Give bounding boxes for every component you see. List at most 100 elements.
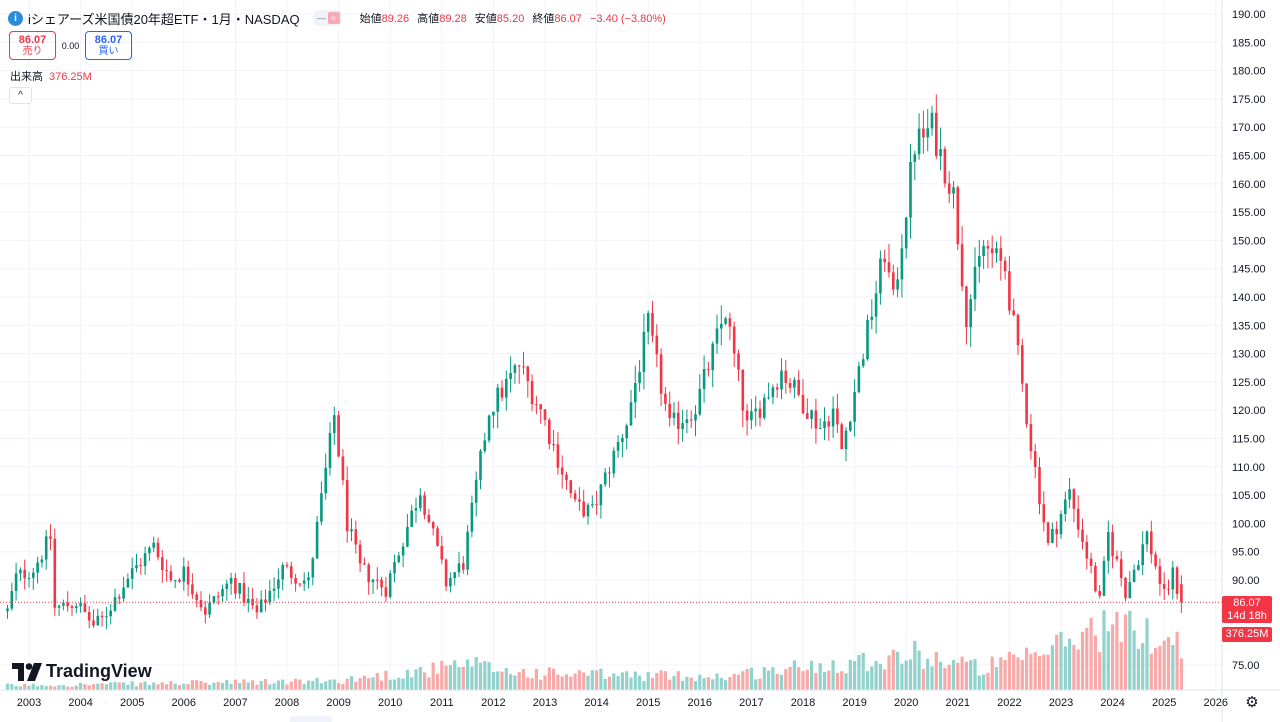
volume-bar bbox=[775, 673, 779, 690]
gear-icon[interactable]: ⚙ bbox=[1245, 694, 1259, 711]
candle-body bbox=[118, 597, 121, 599]
volume-bar bbox=[1089, 617, 1093, 690]
candle-body bbox=[784, 370, 788, 384]
volume-bar bbox=[577, 670, 581, 690]
volume-bar bbox=[345, 678, 349, 690]
candle-body bbox=[156, 542, 160, 558]
volume-bar bbox=[1136, 648, 1140, 690]
candle-body bbox=[14, 573, 18, 592]
volume-bar bbox=[814, 673, 818, 690]
price-tick-label: 130.00 bbox=[1232, 349, 1266, 361]
volume-bar bbox=[371, 677, 375, 690]
time-axis[interactable]: 2003 2004 2005 2006 2007 2008 2009 2010 2011 2012… bbox=[0, 689, 1280, 709]
volume-bar bbox=[444, 665, 448, 690]
candle-body bbox=[763, 397, 766, 418]
price-axis[interactable]: 190.00 185.00 180.00 175.00 170.00 165.00 160.… bbox=[1221, 0, 1266, 722]
volume-bar bbox=[263, 679, 268, 690]
price-tick-label: 120.00 bbox=[1232, 405, 1266, 417]
chart-compare-pill[interactable]: — ≈ bbox=[313, 10, 342, 26]
volume-bar bbox=[513, 675, 517, 690]
candle-body bbox=[522, 366, 525, 368]
candle-body bbox=[677, 412, 680, 430]
candle-body bbox=[960, 244, 964, 287]
candle-body bbox=[298, 583, 302, 585]
volume-bar bbox=[66, 686, 70, 690]
collapse-legend-button[interactable]: ^ bbox=[9, 87, 32, 104]
volume-bar bbox=[1059, 631, 1063, 690]
time-tick-label: 2003 bbox=[17, 697, 41, 709]
candle-body bbox=[367, 564, 370, 583]
volume-bar bbox=[1046, 654, 1050, 690]
volume-bar bbox=[719, 677, 723, 690]
candle-body bbox=[444, 559, 448, 587]
candle-body bbox=[698, 388, 702, 415]
candle-body bbox=[578, 499, 581, 502]
candle-body bbox=[1132, 569, 1136, 583]
candle-body bbox=[109, 610, 112, 617]
volume-bar bbox=[633, 671, 637, 690]
volume-bar bbox=[685, 676, 689, 690]
volume-bar bbox=[169, 681, 173, 690]
time-tick-label: 2012 bbox=[481, 697, 505, 709]
volume-bar bbox=[61, 685, 65, 690]
buy-price: 86.07 bbox=[94, 33, 123, 46]
candle-body bbox=[139, 565, 143, 567]
candle-body bbox=[487, 415, 491, 441]
symbol-title[interactable]: iシェアーズ米国債20年超ETF・1月・NASDAQ bbox=[28, 11, 300, 27]
candle-body bbox=[930, 112, 934, 129]
volume-bar bbox=[526, 677, 530, 690]
candle-body bbox=[290, 566, 293, 579]
candle-body bbox=[552, 444, 555, 446]
volume-bar bbox=[865, 671, 870, 690]
candle-body bbox=[1055, 528, 1058, 535]
candle-body bbox=[1098, 591, 1101, 596]
sell-label: 売り bbox=[22, 45, 43, 57]
candle-body bbox=[986, 245, 990, 249]
symbol-logo-icon[interactable]: i bbox=[8, 10, 23, 26]
candle-body bbox=[208, 602, 211, 615]
volume-bar bbox=[259, 681, 263, 690]
volume-bar bbox=[117, 682, 121, 690]
volume-bar bbox=[973, 658, 977, 690]
volume-bar bbox=[1085, 627, 1089, 690]
candle-body bbox=[505, 378, 508, 398]
volume-bar bbox=[1141, 643, 1145, 690]
candle-body bbox=[410, 510, 413, 527]
candle-body bbox=[1042, 504, 1046, 523]
volume-bar bbox=[724, 680, 728, 690]
volume-bar bbox=[1154, 647, 1158, 690]
candle-body bbox=[135, 565, 138, 569]
candle-body bbox=[83, 603, 87, 613]
volume-bar bbox=[341, 683, 345, 690]
buy-button[interactable]: 86.07 買い bbox=[85, 31, 132, 60]
candle-body bbox=[345, 480, 349, 532]
minus-icon[interactable]: — bbox=[317, 13, 327, 23]
candle-body bbox=[638, 372, 641, 384]
candle-body bbox=[612, 450, 616, 474]
volume-legend[interactable]: 出来高 376.25M bbox=[10, 68, 92, 84]
volume-bar bbox=[40, 685, 44, 690]
candle-body bbox=[750, 411, 753, 421]
approx-icon[interactable]: ≈ bbox=[327, 12, 340, 24]
candle-body bbox=[234, 577, 237, 594]
volume-bar bbox=[173, 683, 177, 690]
volume-bar bbox=[586, 675, 590, 690]
candle-body bbox=[935, 112, 938, 157]
sell-button[interactable]: 86.07 売り bbox=[9, 31, 56, 60]
candle-body bbox=[947, 183, 951, 194]
volume-bar bbox=[1037, 656, 1042, 690]
volume-bar bbox=[887, 655, 891, 690]
scroll-handle[interactable] bbox=[290, 716, 332, 722]
candle-body bbox=[1119, 559, 1123, 578]
time-tick-label: 2020 bbox=[894, 697, 918, 709]
volume-bar bbox=[143, 681, 147, 690]
last-price-value: 86.07 bbox=[1233, 597, 1261, 609]
volume-bar bbox=[620, 672, 624, 690]
volume-bar bbox=[926, 658, 930, 690]
volume-bar bbox=[1016, 657, 1020, 690]
candle-body bbox=[913, 154, 917, 162]
candle-body bbox=[724, 318, 727, 324]
tradingview-logo[interactable]: TradingView bbox=[12, 661, 152, 682]
candle-body bbox=[388, 573, 392, 597]
